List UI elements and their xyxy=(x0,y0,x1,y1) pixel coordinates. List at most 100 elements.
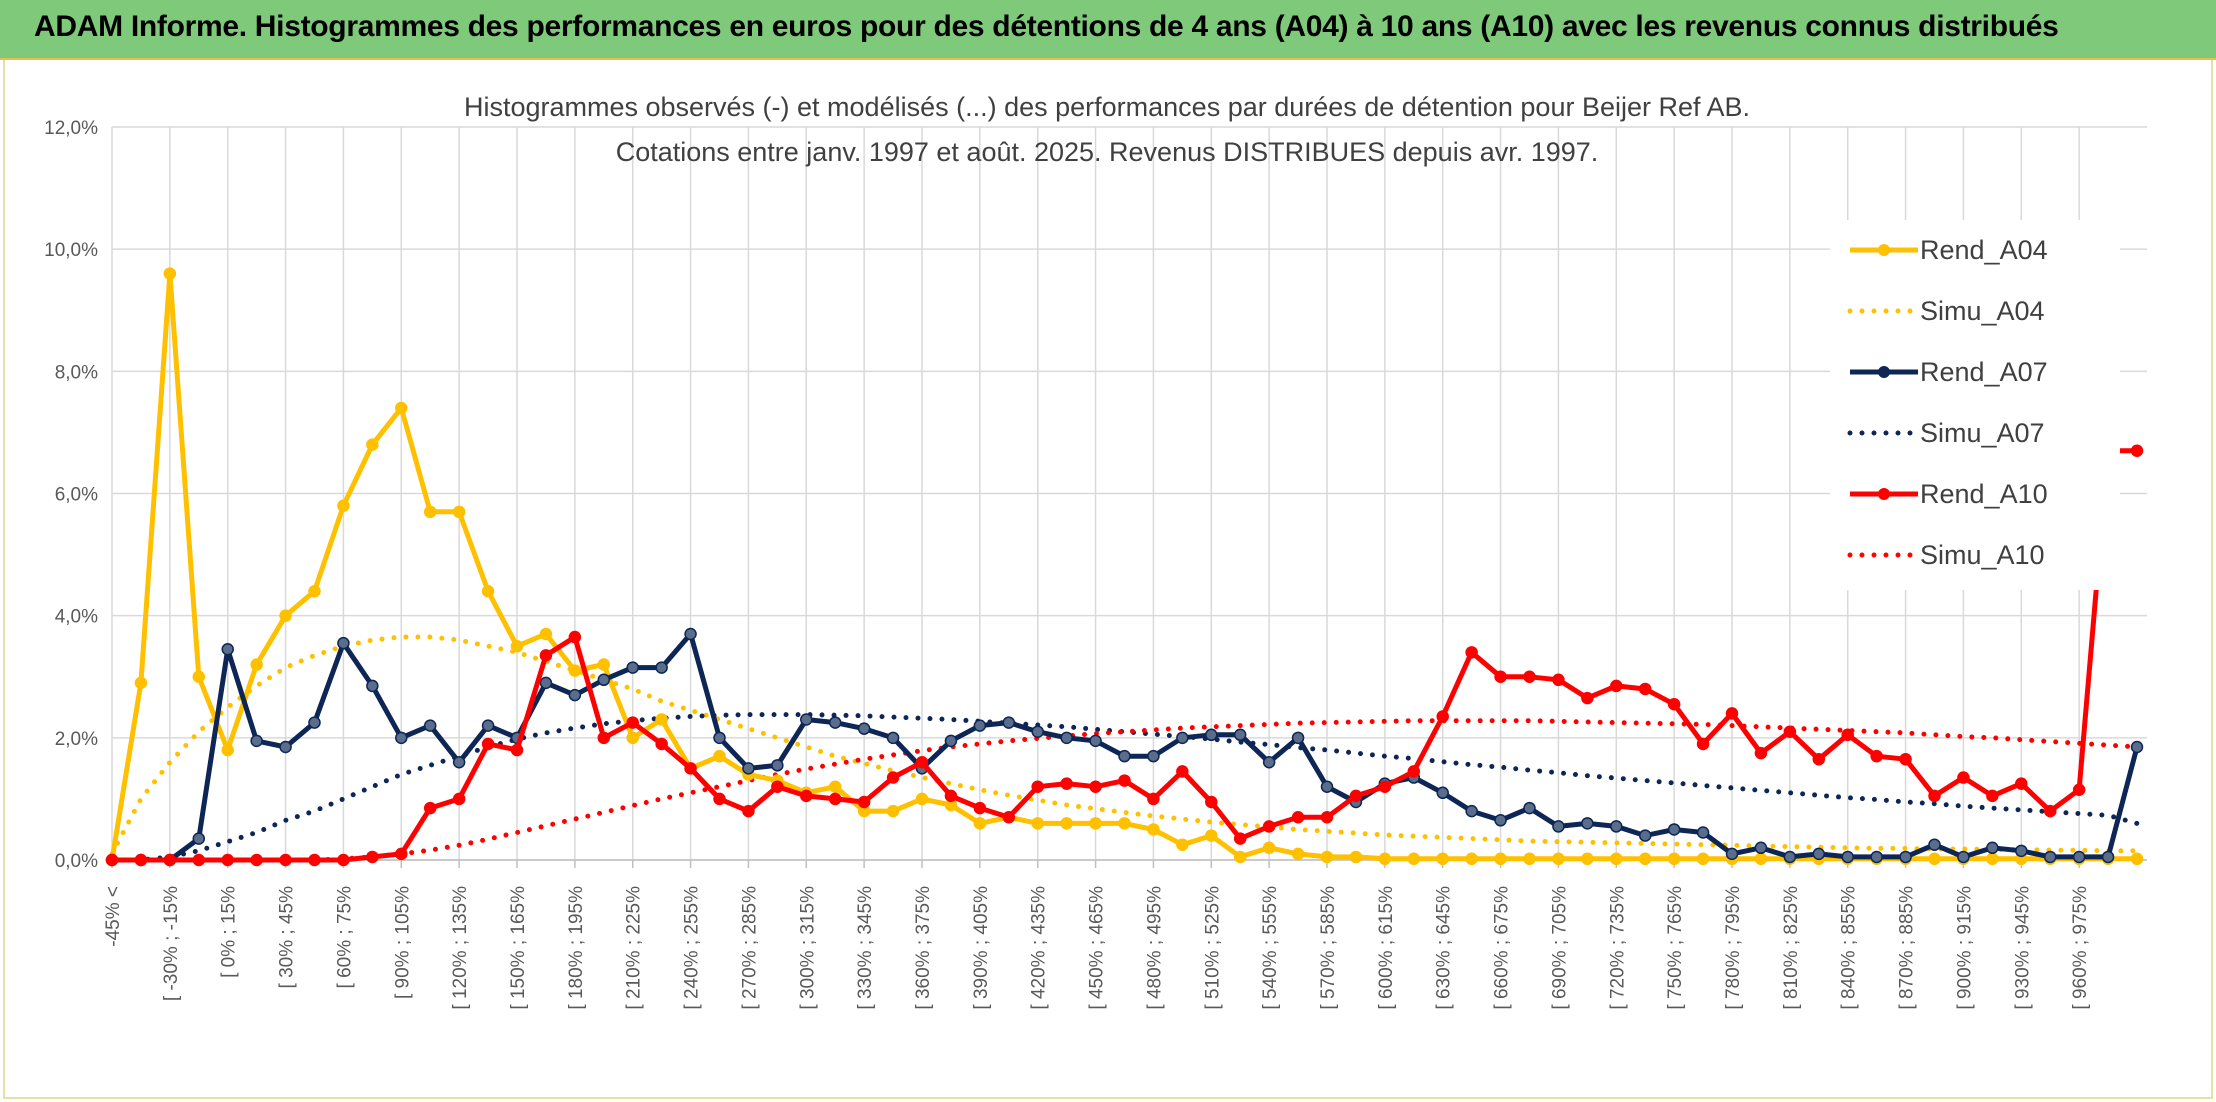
x-tick-label: [ -30% ; -15% xyxy=(161,886,182,1001)
point-Rend_A07 xyxy=(857,722,871,735)
point-Rend_A04 xyxy=(308,584,321,598)
point-Rend_A10 xyxy=(742,804,755,818)
legend-marker xyxy=(1878,366,1890,378)
point-Rend_A10 xyxy=(1147,792,1160,806)
legend-label: Rend_A04 xyxy=(1920,235,2048,265)
point-Rend_A07 xyxy=(1494,814,1507,827)
point-Rend_A04 xyxy=(1523,852,1536,866)
x-tick-label: [ 480% ; 495% xyxy=(1144,886,1165,1010)
x-tick-label: [ 630% ; 645% xyxy=(1434,886,1455,1010)
point-Rend_A10 xyxy=(105,853,119,867)
point-Rend_A10 xyxy=(539,649,553,662)
point-Rend_A04 xyxy=(1552,852,1565,866)
point-Rend_A10 xyxy=(510,743,524,757)
point-Rend_A10 xyxy=(713,792,726,806)
point-Rend_A10 xyxy=(1291,810,1305,824)
point-Rend_A10 xyxy=(1957,771,1970,784)
point-Rend_A04 xyxy=(192,670,206,683)
point-Rend_A07 xyxy=(423,719,437,732)
point-Rend_A04 xyxy=(481,584,495,598)
point-Rend_A10 xyxy=(1407,765,1421,778)
point-Rend_A04 xyxy=(915,792,929,806)
report-title: ADAM Informe. Histogrammes des performan… xyxy=(34,10,2059,43)
point-Rend_A10 xyxy=(1233,832,1247,845)
point-Rend_A04 xyxy=(221,743,234,757)
point-Rend_A04 xyxy=(1089,817,1102,830)
x-tick-label: [ 420% ; 435% xyxy=(1029,886,1050,1010)
point-Rend_A04 xyxy=(1610,852,1623,866)
legend-label: Simu_A04 xyxy=(1920,296,2045,326)
point-Rend_A10 xyxy=(1783,725,1797,738)
series-Simu_A10 xyxy=(109,718,2140,863)
point-Rend_A10 xyxy=(250,853,263,867)
point-Rend_A07 xyxy=(1118,749,1131,763)
point-Rend_A07 xyxy=(1870,850,1883,864)
point-Rend_A04 xyxy=(366,438,379,451)
point-Rend_A10 xyxy=(1205,795,1218,809)
point-Rend_A07 xyxy=(221,643,234,656)
y-tick-label: 0,0% xyxy=(55,851,98,872)
point-Rend_A10 xyxy=(684,762,697,775)
line-Simu_A07 xyxy=(109,712,2140,863)
point-Rend_A04 xyxy=(163,267,177,280)
x-tick-label: [ 570% ; 585% xyxy=(1318,886,1339,1010)
point-Rend_A07 xyxy=(1899,850,1912,864)
y-tick-label: 8,0% xyxy=(55,362,98,383)
legend-item-Rend_A07: Rend_A07 xyxy=(1850,357,2048,387)
point-Rend_A07 xyxy=(481,719,495,732)
legend-label: Simu_A07 xyxy=(1920,418,2045,448)
point-Rend_A04 xyxy=(1754,852,1768,866)
point-Rend_A07 xyxy=(973,719,987,732)
point-Rend_A04 xyxy=(1436,852,1449,866)
point-Rend_A07 xyxy=(1696,826,1710,839)
legend: Rend_A04 Simu_A04 Rend_A07 Simu_A07 Rend_A10… xyxy=(1830,220,2120,590)
point-Rend_A10 xyxy=(1610,679,1623,693)
x-tick-label: [ 240% ; 255% xyxy=(682,886,703,1010)
point-Rend_A07 xyxy=(1812,847,1826,861)
point-Rend_A04 xyxy=(973,817,987,830)
point-Rend_A07 xyxy=(1002,716,1016,729)
point-Rend_A04 xyxy=(1349,850,1363,864)
point-Rend_A07 xyxy=(713,731,726,745)
point-Rend_A04 xyxy=(1147,823,1160,836)
point-Rend_A04 xyxy=(1291,847,1305,861)
x-tick-label: [ 90% ; 105% xyxy=(392,886,413,999)
point-Rend_A10 xyxy=(973,801,987,815)
point-Rend_A07 xyxy=(395,731,408,745)
point-Rend_A10 xyxy=(944,789,958,803)
point-Rend_A10 xyxy=(915,756,929,769)
point-Rend_A04 xyxy=(279,609,292,622)
x-tick-label: [ 180% ; 195% xyxy=(566,886,587,1010)
point-Rend_A10 xyxy=(1031,780,1044,793)
legend-background xyxy=(1830,220,2120,590)
point-Rend_A07 xyxy=(1060,731,1073,745)
x-tick-label: [ 0% ; 15% xyxy=(219,886,240,978)
point-Rend_A07 xyxy=(626,661,639,674)
point-Rend_A04 xyxy=(1320,850,1334,864)
point-Rend_A04 xyxy=(134,676,148,690)
point-Rend_A07 xyxy=(742,762,755,775)
point-Rend_A04 xyxy=(250,658,263,671)
x-tick-label: [ 810% ; 825% xyxy=(1781,886,1802,1010)
point-Rend_A04 xyxy=(568,664,582,677)
line-Simu_A04 xyxy=(109,634,2140,857)
point-Rend_A10 xyxy=(1436,710,1449,723)
x-tick-label: [ 300% ; 315% xyxy=(797,886,818,1010)
point-Rend_A07 xyxy=(366,679,379,693)
point-Rend_A10 xyxy=(481,737,495,751)
point-Rend_A07 xyxy=(1147,749,1160,763)
point-Rend_A07 xyxy=(2043,850,2057,864)
series-Simu_A04 xyxy=(109,634,2140,857)
y-axis: 0,0% 2,0% 4,0% 6,0% 8,0% 10,0% 12,0% xyxy=(44,118,98,872)
point-Rend_A10 xyxy=(1060,777,1073,790)
x-tick-label: [ 210% ; 225% xyxy=(624,886,645,1010)
x-tick-label: [ 270% ; 285% xyxy=(739,886,760,1010)
point-Rend_A10 xyxy=(800,789,813,803)
point-Rend_A07 xyxy=(2015,844,2028,858)
point-Rend_A07 xyxy=(684,627,697,641)
point-Rend_A10 xyxy=(1986,789,1999,803)
x-tick-label: [ 690% ; 705% xyxy=(1549,886,1570,1010)
x-tick-label: [ 30% ; 45% xyxy=(277,886,298,989)
point-Rend_A10 xyxy=(1638,682,1652,696)
point-Rend_A04 xyxy=(1667,852,1681,866)
